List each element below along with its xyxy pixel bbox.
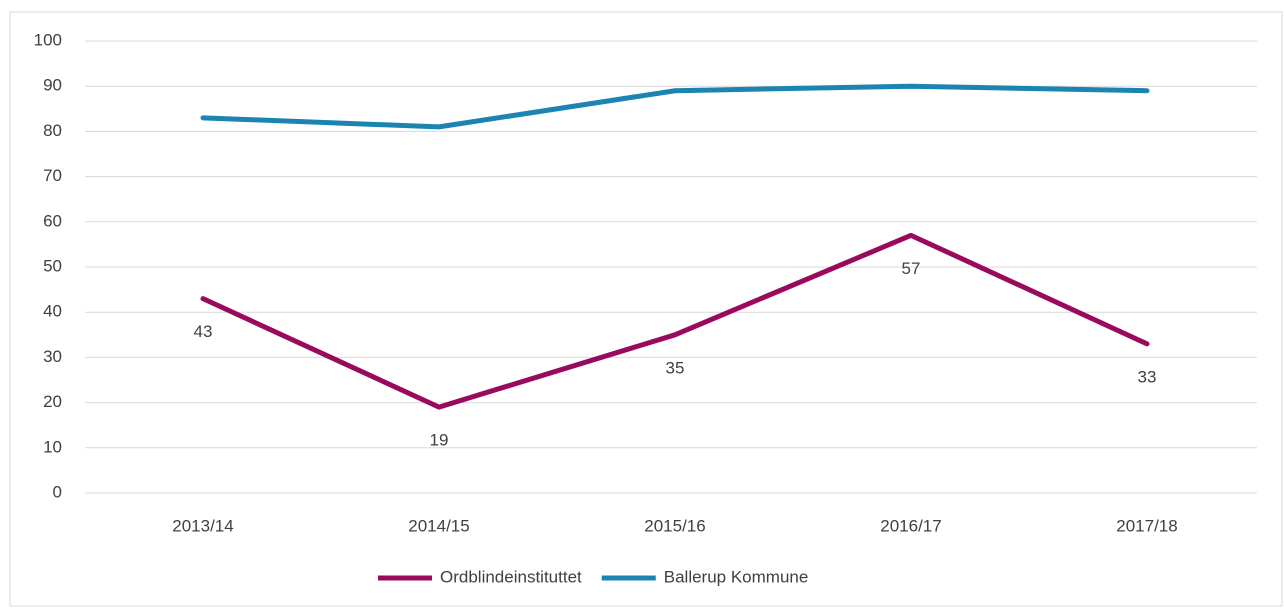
y-tick-label: 10 <box>43 437 62 456</box>
x-tick-label: 2015/16 <box>644 516 705 535</box>
x-tick-label: 2017/18 <box>1116 516 1177 535</box>
y-tick-label: 90 <box>43 76 62 95</box>
y-tick-label: 0 <box>53 482 62 501</box>
legend-label: Ballerup Kommune <box>664 567 809 586</box>
y-tick-label: 40 <box>43 302 62 321</box>
series-line <box>200 232 1150 410</box>
y-tick-label: 100 <box>34 30 62 49</box>
y-tick-label: 60 <box>43 211 62 230</box>
series-line <box>200 83 1150 130</box>
data-label: 57 <box>902 259 921 278</box>
data-label: 43 <box>194 322 213 341</box>
data-label: 35 <box>666 358 685 377</box>
y-tick-label: 70 <box>43 166 62 185</box>
y-tick-label: 80 <box>43 121 62 140</box>
data-label: 33 <box>1138 367 1157 386</box>
x-tick-label: 2014/15 <box>408 516 469 535</box>
y-tick-label: 20 <box>43 392 62 411</box>
y-tick-label: 50 <box>43 256 62 275</box>
legend-label: Ordblindeinstituttet <box>440 567 582 586</box>
y-tick-label: 30 <box>43 347 62 366</box>
x-tick-label: 2016/17 <box>880 516 941 535</box>
x-tick-label: 2013/14 <box>172 516 233 535</box>
data-label: 19 <box>430 431 449 450</box>
